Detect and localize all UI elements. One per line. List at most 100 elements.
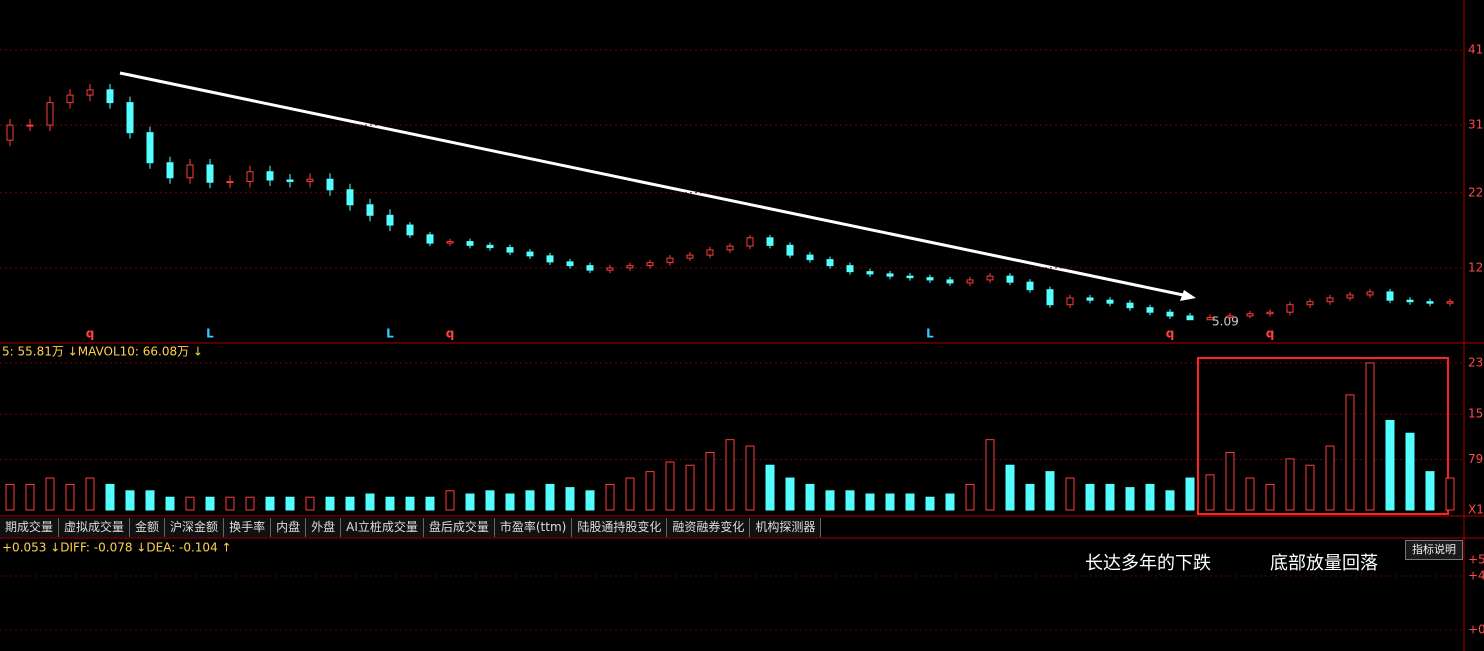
candle-body: [1186, 315, 1194, 321]
candle-body: [926, 277, 934, 281]
candle-body: [266, 171, 274, 181]
volume-bar: [1425, 471, 1435, 511]
candle-body: [206, 164, 214, 183]
tab[interactable]: 市盈率(ttm): [494, 518, 573, 537]
candle-body: [1366, 291, 1374, 296]
tab[interactable]: 内盘: [271, 518, 307, 537]
tab[interactable]: 盘后成交量: [423, 518, 495, 537]
min-price-label: 5.09: [1212, 315, 1239, 329]
volume-bar: [925, 496, 935, 511]
volume-bar: [445, 490, 455, 511]
candle-body: [346, 189, 354, 206]
candle-body: [1146, 307, 1154, 313]
volume-bar: [1365, 362, 1375, 511]
signal-label: q: [446, 327, 455, 341]
volume-bar: [1405, 432, 1415, 511]
candle-body: [666, 257, 674, 264]
volume-bar: [525, 490, 535, 511]
candle-body: [1426, 301, 1434, 304]
tab[interactable]: 融资融券变化: [667, 518, 751, 537]
volume-bar: [965, 483, 975, 511]
candle-body: [766, 237, 774, 246]
tab[interactable]: 陆股通持股变化: [572, 518, 668, 537]
volume-bar: [145, 490, 155, 511]
candle-body: [1006, 275, 1014, 283]
volume-bar: [565, 487, 575, 511]
candle-body: [1126, 302, 1134, 309]
tab[interactable]: 机构探测器: [750, 518, 822, 537]
candle-body: [306, 178, 314, 182]
volume-bar: [325, 496, 335, 511]
volume-bar: [605, 483, 615, 511]
candle-body: [826, 259, 834, 267]
candle-body: [86, 89, 94, 96]
annotation: 长达多年的下跌: [1085, 553, 1211, 574]
volume-unit: X1: [1468, 503, 1484, 517]
tab[interactable]: 沪深金额: [165, 518, 225, 537]
y-tick-label: 79: [1468, 452, 1483, 466]
candle-body: [1086, 297, 1094, 301]
tab[interactable]: 期成交量: [0, 518, 60, 537]
candle-body: [366, 204, 374, 216]
macd-axis-label: +0: [1468, 623, 1484, 637]
volume-bar: [745, 445, 755, 511]
tab[interactable]: 金额: [130, 518, 166, 537]
candle-body: [1326, 297, 1334, 303]
volume-bar: [385, 496, 395, 511]
arrow-head: [1180, 290, 1196, 301]
volume-bar: [1445, 477, 1455, 511]
volume-bar: [945, 493, 955, 511]
tab[interactable]: 虚拟成交量: [59, 518, 131, 537]
volume-bar: [65, 483, 75, 511]
candle-body: [806, 254, 814, 261]
volume-bar: [665, 461, 675, 511]
y-tick-label: 23: [1468, 355, 1483, 369]
candle-body: [1206, 316, 1214, 321]
volume-bar: [1305, 464, 1315, 511]
candle-body: [1246, 313, 1254, 317]
volume-bar: [505, 493, 515, 511]
candle-body: [226, 180, 234, 183]
y-tick-label: 15: [1468, 407, 1483, 421]
candle-body: [686, 254, 694, 259]
signal-label: L: [386, 327, 394, 341]
volume-bar: [225, 496, 235, 511]
candle-body: [486, 244, 494, 249]
candle-body: [1166, 311, 1174, 317]
candle-body: [1266, 311, 1274, 315]
volume-bar: [25, 483, 35, 511]
candle-body: [726, 245, 734, 251]
volume-bar: [205, 496, 215, 511]
candle-body: [966, 279, 974, 284]
volume-bar: [1005, 464, 1015, 511]
volume-header: 5: 55.81万 ↓MAVOL10: 66.08万 ↓: [2, 345, 203, 359]
tab[interactable]: AI立桩成交量: [341, 518, 424, 537]
volume-bar: [305, 496, 315, 511]
candle-body: [1286, 304, 1294, 313]
volume-bar: [885, 493, 895, 511]
volume-bar: [985, 439, 995, 511]
volume-bar: [685, 464, 695, 511]
volume-bar: [85, 477, 95, 511]
volume-bar: [645, 471, 655, 511]
candle-body: [566, 261, 574, 267]
volume-bar: [1285, 458, 1295, 511]
volume-bar: [45, 477, 55, 511]
y-tick-label: 22: [1468, 185, 1483, 199]
candle-body: [866, 271, 874, 275]
candle-body: [646, 262, 654, 267]
candle-body: [506, 247, 514, 253]
help-button[interactable]: 指标说明: [1405, 540, 1463, 560]
y-tick-label: 12: [1468, 260, 1483, 274]
macd-axis-label: +4: [1468, 569, 1484, 583]
volume-bar: [285, 496, 295, 511]
candle-body: [1226, 315, 1234, 318]
tab[interactable]: 外盘: [306, 518, 342, 537]
volume-bar: [1105, 483, 1115, 511]
volume-bar: [425, 496, 435, 511]
volume-bar: [705, 451, 715, 511]
volume-bar: [1165, 490, 1175, 511]
volume-bar: [1385, 419, 1395, 511]
candle-body: [906, 275, 914, 279]
tab[interactable]: 换手率: [224, 518, 272, 537]
